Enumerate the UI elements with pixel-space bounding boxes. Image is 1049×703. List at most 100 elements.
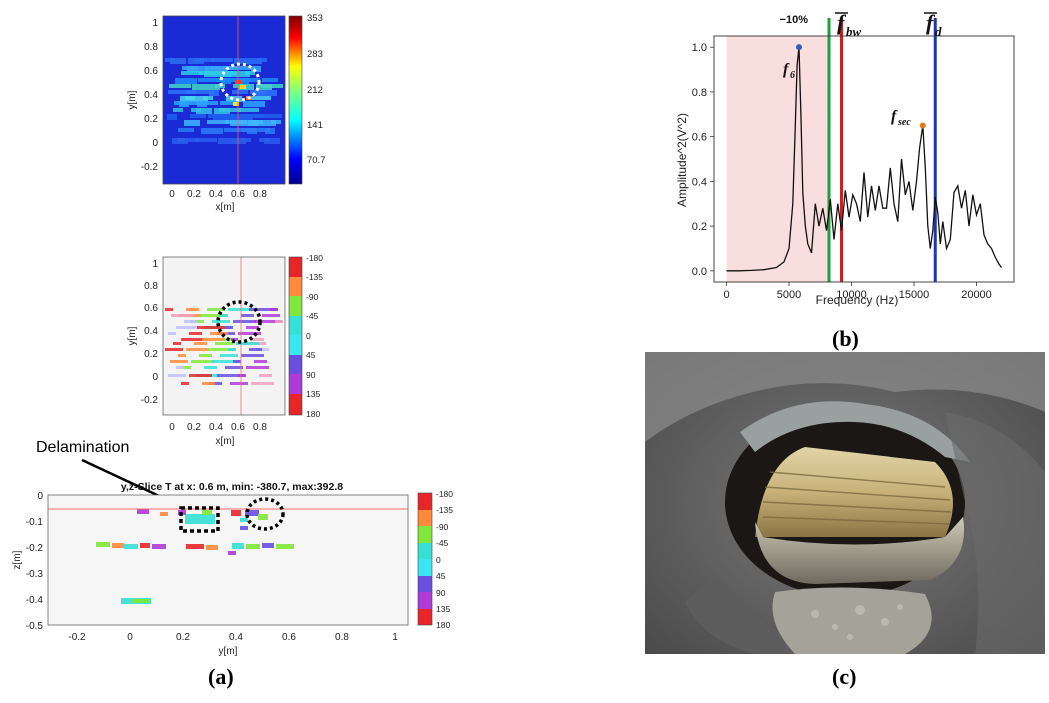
- f-d-label: f d: [924, 10, 942, 39]
- phase-stripe: [220, 354, 238, 357]
- slice-ytick: 0: [37, 491, 43, 502]
- phase-stripe: [251, 382, 274, 385]
- amp-ylabel: y[m]: [127, 90, 138, 109]
- amp-ytick: 0: [152, 138, 158, 149]
- spectrum-xtick-label: 5000: [777, 289, 801, 301]
- amplitude-hotspot: [184, 120, 200, 126]
- phase-xtick: 0.8: [253, 422, 267, 433]
- slice-stripe: [112, 543, 124, 548]
- amp-colorbar-tick: 141: [307, 120, 323, 131]
- phase-stripe: [249, 308, 277, 311]
- steel-strand-lower: [755, 517, 965, 584]
- strand-wires: [762, 471, 952, 525]
- phase-stripe: [184, 320, 197, 323]
- grout-rubble: [772, 587, 932, 654]
- svg-text:f: f: [926, 10, 936, 35]
- phase-stripe: [197, 326, 225, 329]
- amplitude-hotspot: [204, 71, 232, 77]
- slice-stripe: [258, 514, 268, 520]
- amp-colorbar-tick: 353: [307, 13, 323, 24]
- phase-ytick: 0.6: [144, 303, 158, 314]
- slice-stripe: [240, 518, 248, 522]
- f-bw-label: f bw: [835, 10, 862, 39]
- delamination-box: [179, 506, 220, 533]
- phase-stripe: [183, 366, 191, 369]
- slice-stripe: [232, 543, 244, 549]
- amplitude-hotspot: [201, 128, 223, 134]
- phase-stripe: [191, 360, 214, 363]
- phase-stripe: [202, 338, 230, 341]
- fsec-label: f sec: [891, 108, 911, 128]
- phase-ylabel: y[m]: [127, 326, 138, 345]
- slice-background: [48, 495, 408, 625]
- slice-stripe: [152, 544, 166, 549]
- steel-strand-upper: [755, 447, 953, 537]
- amplitude-hotspot: [241, 138, 251, 142]
- slice-stripe: [276, 544, 294, 549]
- spectrum-xlabel: Frequency (Hz): [816, 293, 899, 307]
- spectrum-line: [726, 47, 1003, 272]
- phase-map-dashed-circle: [216, 300, 262, 344]
- amplitude-hotspot: [192, 84, 220, 90]
- phase-stripe: [217, 374, 245, 377]
- phase-stripe: [275, 320, 283, 323]
- amplitude-hotspot: [219, 108, 241, 112]
- slice-xlabel: y[m]: [219, 646, 238, 657]
- amplitude-hotspot: [221, 78, 231, 84]
- amp-xtick: 0.8: [253, 189, 267, 200]
- phase-stripe: [171, 314, 194, 317]
- phase-stripe: [220, 314, 228, 317]
- amplitude-hotspot: [198, 78, 226, 82]
- slice-ytick: -0.3: [26, 569, 44, 580]
- spectrum-yticks: 0.0 0.2 0.4 0.6 0.8 1.0: [692, 42, 714, 278]
- slice-title: y,z-Slice T at x: 0.6 m, min: -380.7, ma…: [121, 481, 343, 493]
- spectrum-xtick-label: 10000: [836, 289, 867, 301]
- svg-text:f: f: [891, 108, 898, 125]
- amplitude-hotspot: [236, 114, 264, 118]
- phase-stripe: [254, 360, 267, 363]
- slice-stripes: [96, 509, 294, 604]
- slice-xtick: 0.4: [229, 632, 243, 643]
- amplitude-colorbar: [288, 15, 303, 185]
- phase-xtick: 0.2: [187, 422, 201, 433]
- amp-ytick: -0.2: [141, 162, 159, 173]
- slice-stripe: [185, 514, 215, 524]
- slice-stripe: [132, 599, 150, 603]
- phase-colorbar-tick: -90: [306, 292, 319, 302]
- phase-stripe: [168, 332, 176, 335]
- phase-stripe: [241, 354, 264, 357]
- amplitude-hotspot: [193, 58, 215, 62]
- phase-stripe: [246, 366, 269, 369]
- phase-colorbar-tick: 0: [306, 331, 311, 341]
- amplitude-hotspot: [190, 114, 206, 118]
- below-threshold-shading: [726, 36, 829, 282]
- spectrum-ytick-label: 0.0: [692, 266, 707, 278]
- slice-stripe: [202, 510, 212, 515]
- slice-colorbar-tick: 45: [436, 571, 446, 581]
- phase-xlabel: x[m]: [216, 436, 235, 447]
- amplitude-hotspot: [262, 78, 278, 82]
- delamination-label: Delamination: [36, 439, 129, 456]
- phase-map-stripes: [165, 308, 283, 385]
- phase-stripe: [189, 332, 202, 335]
- amp-xtick: 0.6: [231, 189, 245, 200]
- slice-stripe: [140, 543, 150, 548]
- svg-text:6: 6: [790, 70, 795, 81]
- amplitude-hotspot: [167, 114, 177, 120]
- amplitude-hotspot: [169, 84, 191, 88]
- phase-stripe: [181, 382, 189, 385]
- phase-colorbar: [288, 256, 303, 416]
- phase-stripe: [165, 348, 183, 351]
- peak-point-1: [919, 122, 926, 129]
- phase-stripe: [225, 326, 233, 329]
- slice-stripe: [231, 510, 241, 516]
- svg-text:bw: bw: [846, 24, 862, 39]
- phase-stripe: [204, 366, 217, 369]
- amp-ytick: 1: [152, 18, 158, 29]
- svg-text:sec: sec: [897, 117, 911, 128]
- phase-stripe: [181, 338, 204, 341]
- slice-stripe: [245, 510, 259, 516]
- spectrum-xtick-label: 15000: [899, 289, 930, 301]
- phase-stripe: [178, 354, 186, 357]
- amplitude-hotspot: [177, 138, 199, 142]
